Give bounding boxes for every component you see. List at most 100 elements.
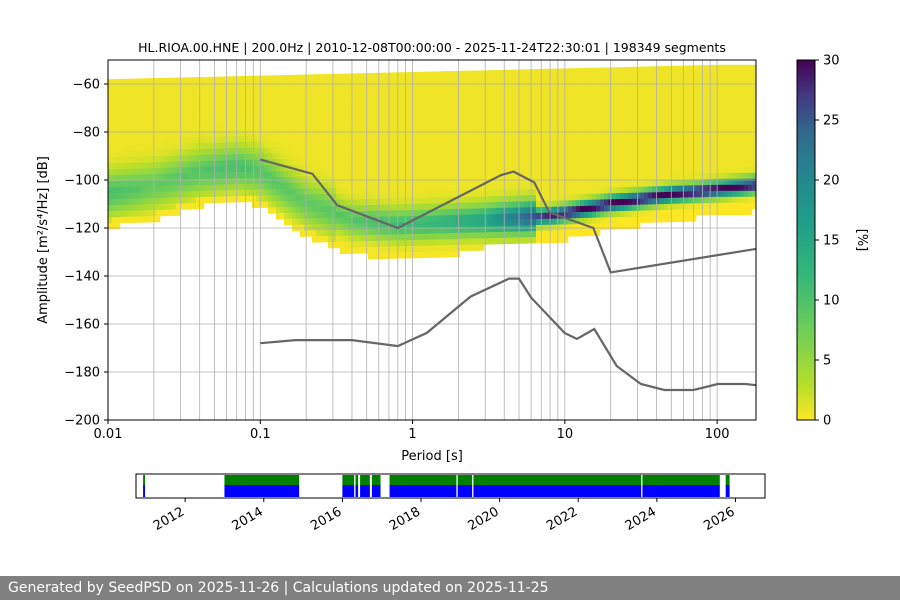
- heatmap-cell: [732, 148, 737, 156]
- heatmap-cell: [300, 206, 305, 213]
- heatmap-cell: [664, 162, 669, 169]
- heatmap-cell: [404, 138, 409, 145]
- heatmap-cell: [252, 129, 257, 136]
- heatmap-cell: [680, 149, 685, 156]
- heatmap-cell: [680, 131, 685, 138]
- heatmap-cell: [752, 184, 756, 192]
- heatmap-cell: [676, 143, 681, 150]
- heatmap-cell: [208, 136, 213, 144]
- heatmap-cell: [476, 202, 481, 209]
- heatmap-cell: [408, 138, 413, 145]
- heatmap-cell: [720, 178, 725, 186]
- heatmap-cell: [112, 187, 117, 194]
- heatmap-cell: [156, 216, 161, 223]
- heatmap-cell: [496, 106, 501, 113]
- heatmap-cell: [492, 154, 497, 161]
- heatmap-cell: [348, 163, 353, 170]
- heatmap-cell: [120, 132, 125, 140]
- heatmap-cell: [544, 74, 549, 82]
- heatmap-cell: [196, 179, 201, 186]
- heatmap-cell: [492, 226, 497, 233]
- heatmap-cell: [252, 135, 257, 142]
- heatmap-cell: [200, 173, 205, 180]
- colorbar-tick-label: 30: [823, 54, 840, 69]
- noise-model-curves: [260, 158, 756, 392]
- heatmap-cell: [648, 198, 653, 205]
- heatmap-cell: [744, 184, 749, 192]
- heatmap-cell: [220, 112, 225, 119]
- heatmap-cell: [684, 113, 689, 120]
- heatmap-cell: [560, 230, 565, 237]
- heatmap-cell: [136, 162, 141, 169]
- heatmap-cell: [204, 160, 209, 168]
- heatmap-cell: [524, 201, 529, 208]
- heatmap-cell: [580, 230, 585, 237]
- heatmap-cell: [144, 102, 149, 109]
- heatmap-cell: [476, 226, 481, 233]
- heatmap-cell: [704, 101, 709, 108]
- heatmap-cell: [248, 99, 253, 107]
- heatmap-cell: [576, 194, 581, 201]
- heatmap-cell: [188, 155, 193, 162]
- heatmap-cell: [680, 125, 685, 132]
- heatmap-cell: [384, 108, 389, 115]
- heatmap-cell: [112, 109, 117, 116]
- heatmap-cell: [560, 86, 565, 93]
- heatmap-cell: [244, 165, 249, 173]
- heatmap-cell: [376, 90, 381, 98]
- heatmap-cell: [660, 138, 665, 145]
- heatmap-cell: [264, 111, 269, 118]
- heatmap-cell: [464, 148, 469, 155]
- heatmap-cell: [208, 172, 213, 180]
- heatmap-cell: [516, 189, 521, 196]
- heatmap-cell: [636, 198, 641, 205]
- heatmap-cell: [476, 130, 481, 137]
- heatmap-cell: [704, 167, 709, 174]
- heatmap-cell: [252, 153, 257, 160]
- heatmap-cell: [248, 183, 253, 191]
- heatmap-cell: [200, 167, 205, 174]
- heatmap-cell: [508, 105, 513, 112]
- heatmap-cell: [364, 115, 369, 122]
- heatmap-cell: [352, 127, 357, 134]
- heatmap-cell: [248, 87, 253, 95]
- heatmap-cell: [276, 93, 281, 100]
- colorbar-tick-label: 20: [823, 174, 840, 189]
- heatmap-cell: [160, 167, 165, 175]
- heatmap-cell: [124, 144, 129, 152]
- heatmap-cell: [236, 172, 241, 179]
- heatmap-cell: [188, 131, 193, 138]
- heatmap-cell: [480, 94, 485, 101]
- heatmap-cell: [440, 149, 445, 156]
- heatmap-cell: [356, 103, 361, 110]
- heatmap-cell: [376, 198, 381, 206]
- heatmap-cell: [348, 85, 353, 92]
- heatmap-cell: [604, 115, 609, 122]
- heatmap-cell: [392, 156, 397, 163]
- heatmap-cell: [132, 204, 137, 211]
- heatmap-cell: [300, 194, 305, 201]
- heatmap-cell: [340, 121, 345, 128]
- heatmap-cell: [504, 189, 509, 197]
- heatmap-cell: [128, 114, 133, 121]
- heatmap-cell: [360, 217, 365, 224]
- heatmap-cell: [688, 215, 693, 222]
- heatmap-cell: [336, 91, 341, 99]
- heatmap-cell: [540, 146, 545, 154]
- heatmap-cell: [704, 119, 709, 126]
- heatmap-cell: [344, 217, 349, 224]
- heatmap-cell: [584, 91, 589, 99]
- heatmap-cell: [472, 124, 477, 131]
- heatmap-cell: [440, 143, 445, 150]
- heatmap-cell: [692, 167, 697, 174]
- heatmap-cell: [364, 193, 369, 200]
- heatmap-cell: [296, 164, 301, 171]
- heatmap-cell: [264, 123, 269, 130]
- heatmap-cell: [632, 150, 637, 158]
- heatmap-cell: [532, 93, 537, 100]
- heatmap-cell: [680, 143, 685, 150]
- heatmap-cell: [136, 138, 141, 145]
- heatmap-cell: [252, 87, 257, 94]
- heatmap-cell: [112, 193, 117, 200]
- heatmap-cell: [184, 167, 189, 174]
